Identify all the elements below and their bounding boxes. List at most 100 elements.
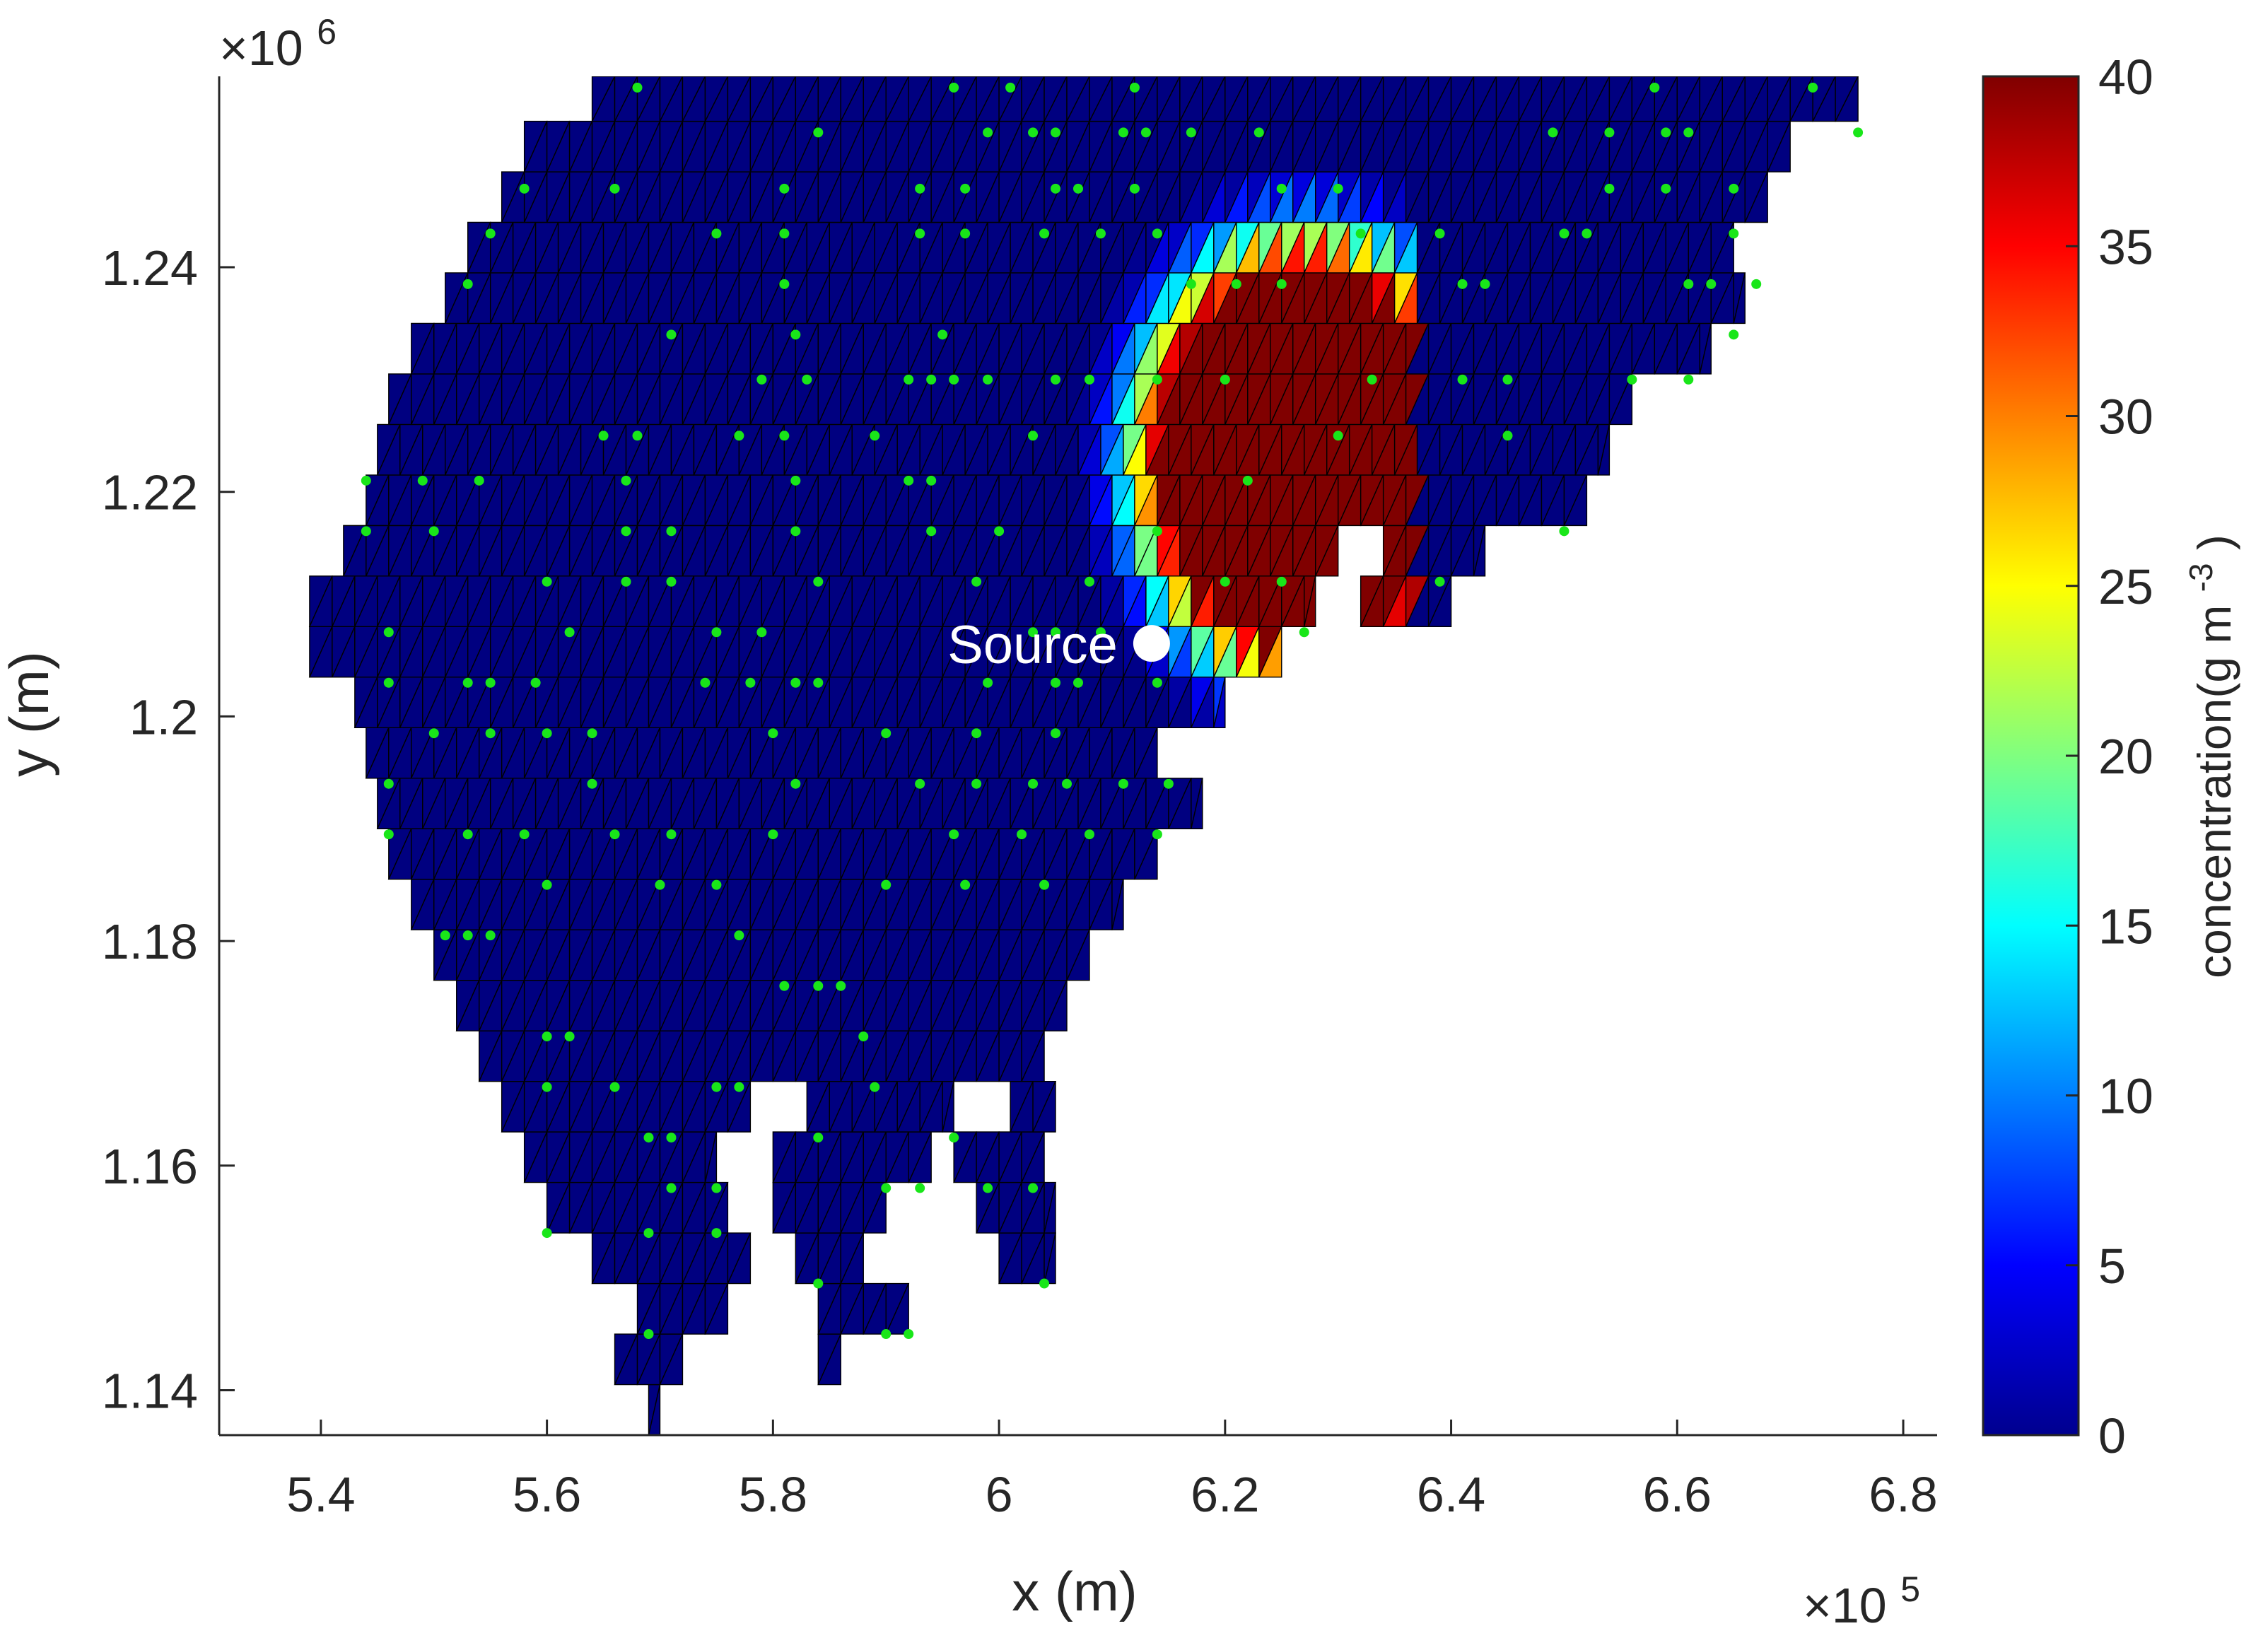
station-point: [881, 879, 892, 890]
station-point: [711, 1082, 722, 1092]
colorbar-label: concentration(g m -3 ): [2170, 534, 2240, 978]
station-point: [949, 82, 959, 93]
station-point: [542, 576, 552, 587]
station-point: [361, 526, 371, 537]
mesh-triangle: [1314, 525, 1339, 577]
station-point: [621, 576, 631, 587]
station-point: [1683, 127, 1694, 138]
station-point: [1683, 374, 1694, 385]
mesh-triangle: [1710, 222, 1734, 274]
station-point: [643, 1228, 654, 1239]
station-point: [971, 576, 982, 587]
station-point: [1152, 228, 1162, 239]
station-point: [1548, 127, 1558, 138]
station-point: [870, 431, 880, 441]
station-point: [960, 228, 971, 239]
mesh-triangle: [1190, 778, 1203, 829]
x-tick-label: 6.6: [1643, 1467, 1712, 1522]
station-point: [1084, 374, 1094, 385]
station-point: [383, 829, 394, 840]
station-point: [1028, 778, 1039, 789]
station-point: [1333, 431, 1343, 441]
station-point: [542, 1031, 552, 1042]
station-point: [666, 576, 677, 587]
station-point: [474, 475, 484, 486]
mesh-triangle: [1020, 1030, 1045, 1082]
station-point: [881, 728, 892, 739]
station-point: [734, 1082, 744, 1092]
station-point: [1276, 183, 1287, 194]
station-point: [542, 879, 552, 890]
x-tick-label: 6.4: [1417, 1467, 1485, 1522]
station-point: [960, 183, 971, 194]
station-point: [598, 431, 609, 441]
station-point: [700, 677, 711, 688]
station-point: [813, 1278, 824, 1289]
station-point: [1559, 228, 1570, 239]
station-point: [361, 475, 371, 486]
station-point: [632, 431, 643, 441]
station-point: [1604, 183, 1615, 194]
colorbar-tick-label: 25: [2098, 559, 2153, 614]
station-point: [1062, 778, 1072, 789]
station-point: [915, 1183, 925, 1193]
station-point: [1051, 677, 1061, 688]
y-tick-label: 1.16: [102, 1139, 198, 1194]
station-point: [745, 677, 756, 688]
station-point: [870, 1082, 880, 1092]
colorbar-tick-label: 10: [2098, 1069, 2153, 1124]
station-point: [756, 374, 767, 385]
station-point: [383, 627, 394, 638]
station-point: [904, 475, 914, 486]
mesh-triangle: [1597, 424, 1611, 476]
station-point: [779, 279, 790, 289]
colorbar-label-end: ): [2188, 534, 2240, 550]
station-point: [779, 228, 790, 239]
x-exponent-power: 5: [1900, 1569, 1920, 1609]
x-tick-label: 5.8: [739, 1467, 807, 1522]
station-point: [915, 183, 925, 194]
station-point: [1434, 576, 1445, 587]
x-axis-label: x (m): [1012, 1560, 1138, 1622]
station-point: [926, 526, 937, 537]
station-point: [734, 431, 744, 441]
station-point: [1808, 82, 1818, 93]
station-point: [1051, 728, 1061, 739]
station-point: [779, 183, 790, 194]
station-point: [711, 879, 722, 890]
mesh-triangle: [648, 1384, 661, 1435]
station-point: [858, 1031, 869, 1042]
station-point: [542, 1082, 552, 1092]
station-point: [790, 475, 801, 486]
mesh-triangle: [863, 1182, 887, 1234]
mesh-triangle: [1212, 677, 1226, 728]
y-ticks: 1.14 1.16 1.18 1.2 1.22 1.24: [102, 240, 235, 1418]
source-dot: [1133, 625, 1170, 662]
station-point: [542, 1228, 552, 1239]
station-point: [802, 374, 812, 385]
mesh-triangle: [704, 1283, 729, 1335]
x-exponent: ×10 5: [1803, 1569, 1920, 1626]
mesh-triangle: [727, 1232, 752, 1285]
station-point: [519, 829, 530, 840]
colorbar-label-text: concentration(g m: [2188, 605, 2240, 978]
station-point: [1367, 374, 1377, 385]
station-point: [1017, 829, 1027, 840]
x-tick-label: 5.4: [286, 1467, 355, 1522]
source-marker: Source: [947, 615, 1170, 675]
station-point: [383, 778, 394, 789]
station-point: [440, 930, 450, 941]
station-point: [813, 127, 824, 138]
station-point: [621, 475, 631, 486]
station-point: [666, 829, 677, 840]
station-point: [1028, 627, 1039, 638]
station-point: [904, 1329, 914, 1340]
mesh-triangle: [1733, 272, 1746, 324]
station-point: [813, 1133, 824, 1143]
station-point: [1683, 279, 1694, 289]
station-point: [1028, 431, 1039, 441]
station-point: [1152, 677, 1162, 688]
x-tick-label: 5.6: [513, 1467, 581, 1522]
station-point: [1152, 374, 1162, 385]
station-point: [1276, 279, 1287, 289]
